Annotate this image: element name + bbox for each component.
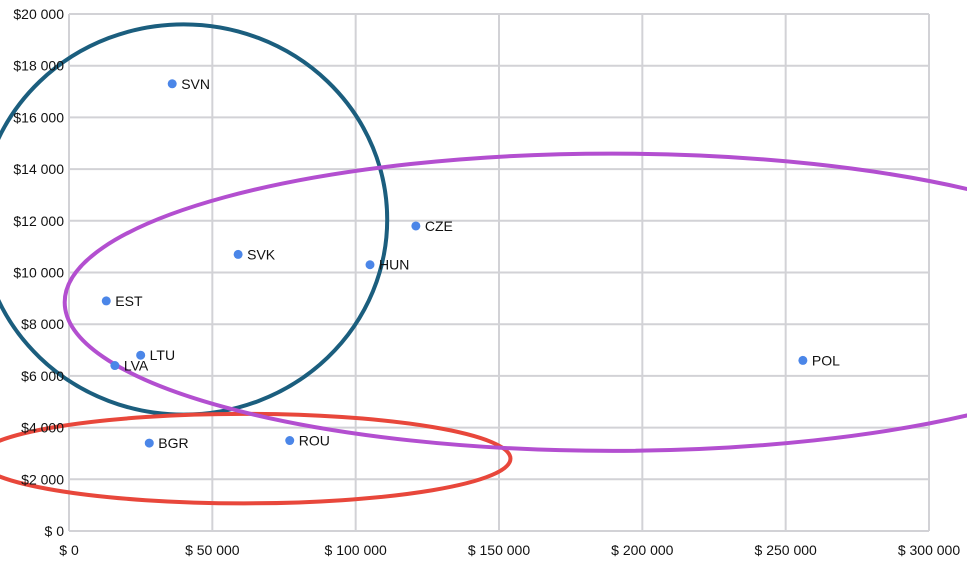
x-tick-label: $ 150 000 xyxy=(468,542,530,558)
point-marker xyxy=(285,436,295,446)
point-marker xyxy=(167,79,177,89)
y-tick-label: $4 000 xyxy=(21,420,64,436)
grid xyxy=(68,13,930,532)
x-tick-label: $ 300 000 xyxy=(898,542,960,558)
y-axis-ticks: $ 0 $2 000 $4 000 $6 000 $8 000 $10 000 $12 00… xyxy=(13,6,64,539)
point-marker xyxy=(101,296,111,306)
y-tick-label: $12 000 xyxy=(13,213,64,229)
point-label: ROU xyxy=(299,433,330,449)
point-label: HUN xyxy=(379,257,409,273)
point-marker xyxy=(411,221,421,231)
point-label: POL xyxy=(812,352,840,368)
y-tick-label: $16 000 xyxy=(13,109,64,125)
data-point-ltu: LTU xyxy=(136,347,175,363)
data-point-svn: SVN xyxy=(167,76,210,92)
point-label: EST xyxy=(115,293,143,309)
x-tick-label: $ 200 000 xyxy=(611,542,673,558)
x-tick-label: $ 0 xyxy=(59,542,79,558)
y-tick-label: $14 000 xyxy=(13,161,64,177)
point-label: LVA xyxy=(124,358,149,374)
point-marker xyxy=(136,350,146,360)
x-axis-ticks: $ 0 $ 50 000 $ 100 000 $ 150 000 $ 200 000 $ … xyxy=(59,542,960,558)
data-point-lva: LVA xyxy=(110,358,149,374)
data-point-bgr: BGR xyxy=(144,435,189,451)
point-label: BGR xyxy=(158,435,188,451)
y-tick-label: $8 000 xyxy=(21,316,64,332)
point-label: LTU xyxy=(150,347,175,363)
x-tick-label: $ 100 000 xyxy=(325,542,387,558)
data-point-rou: ROU xyxy=(285,433,330,449)
point-marker xyxy=(110,361,120,371)
y-tick-label: $2 000 xyxy=(21,471,64,487)
point-marker xyxy=(144,438,154,448)
point-marker xyxy=(798,355,808,365)
x-tick-label: $ 50 000 xyxy=(185,542,240,558)
y-tick-label: $ 0 xyxy=(45,523,65,539)
y-tick-label: $20 000 xyxy=(13,6,64,22)
point-label: CZE xyxy=(425,218,453,234)
cluster-ellipses xyxy=(0,22,967,506)
cluster-ellipse xyxy=(62,151,967,453)
point-label: SVK xyxy=(247,246,276,262)
data-point-cze: CZE xyxy=(411,218,453,234)
y-tick-label: $6 000 xyxy=(21,368,64,384)
point-marker xyxy=(233,249,243,259)
point-marker xyxy=(365,260,375,270)
point-label: SVN xyxy=(181,76,210,92)
x-tick-label: $ 250 000 xyxy=(755,542,817,558)
y-tick-label: $10 000 xyxy=(13,265,64,281)
data-point-pol: POL xyxy=(798,352,840,368)
y-tick-label: $18 000 xyxy=(13,58,64,74)
data-point-est: EST xyxy=(101,293,143,309)
data-point-svk: SVK xyxy=(233,246,276,262)
data-point-hun: HUN xyxy=(365,257,409,273)
